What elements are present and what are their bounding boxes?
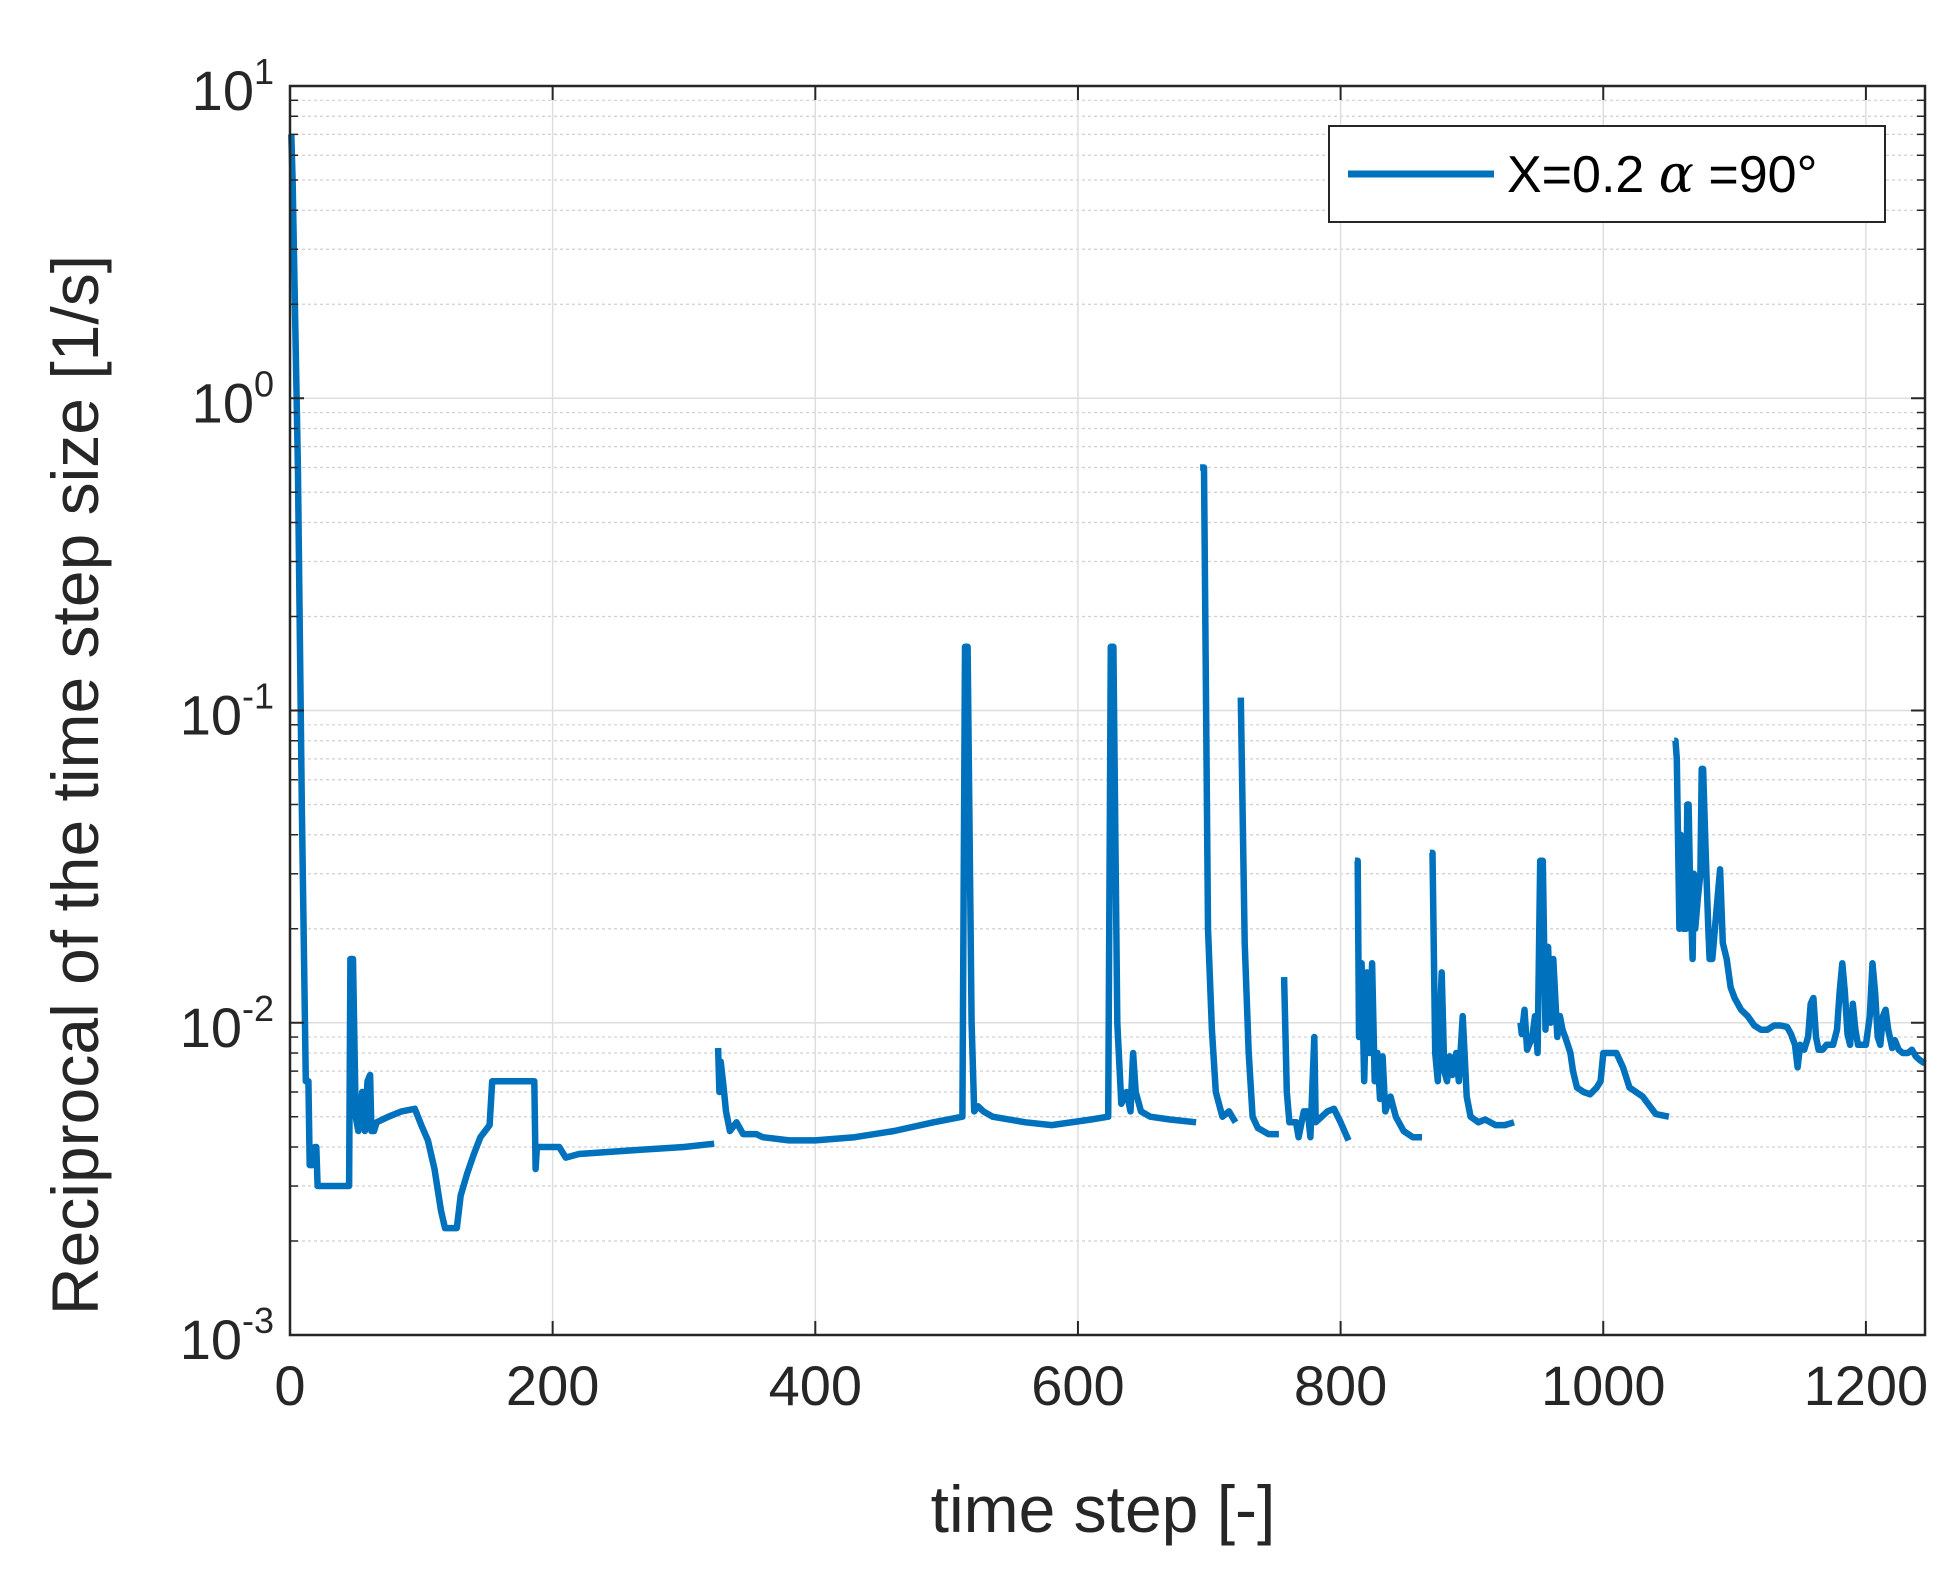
x-tick-label: 800	[1294, 1354, 1387, 1417]
legend-label-alpha: α	[1659, 145, 1694, 205]
tick-marks	[289, 85, 1925, 1336]
legend: X=0.2 α =90°	[1328, 125, 1886, 223]
x-axis-label: time step [-]	[931, 1472, 1276, 1546]
series-line-segment	[1280, 977, 1352, 1142]
x-tick-label: 200	[506, 1354, 599, 1417]
legend-label: X=0.2 α =90°	[1507, 145, 1817, 205]
x-tick-label: 400	[769, 1354, 862, 1417]
x-tick-label: 0	[274, 1354, 305, 1417]
y-tick-label: 101	[192, 51, 274, 122]
series-layer	[288, 134, 1927, 1232]
series-line-segment	[1237, 697, 1279, 1138]
series-line-segment	[1429, 849, 1515, 1129]
series-line-segment	[1517, 857, 1670, 1120]
y-tick-label: 10-2	[180, 988, 274, 1059]
x-tick-label: 1000	[1541, 1354, 1666, 1417]
series-line-segment	[1200, 464, 1239, 1124]
y-tick-labels: 10-3 10-2 10-1 100 101	[180, 51, 274, 1371]
y-tick-label: 100	[192, 363, 274, 434]
series-line-segment	[1672, 737, 1927, 1071]
x-tick-label: 600	[1031, 1354, 1124, 1417]
series-line-segment	[714, 643, 1197, 1144]
x-tick-labels: 0 200 400 600 800 1000 1200	[274, 1354, 1928, 1417]
y-axis-label: Reciprocal of the time step size [1/s]	[38, 255, 112, 1315]
series-line-segment	[1354, 857, 1422, 1141]
y-tick-label: 10-1	[180, 676, 274, 747]
x-tick-label: 1200	[1804, 1354, 1929, 1417]
series-line-segment	[288, 134, 715, 1232]
legend-label-prefix: X=0.2	[1507, 146, 1659, 204]
y-tick-label: 10-3	[180, 1300, 274, 1371]
legend-label-suffix: =90°	[1708, 146, 1817, 204]
